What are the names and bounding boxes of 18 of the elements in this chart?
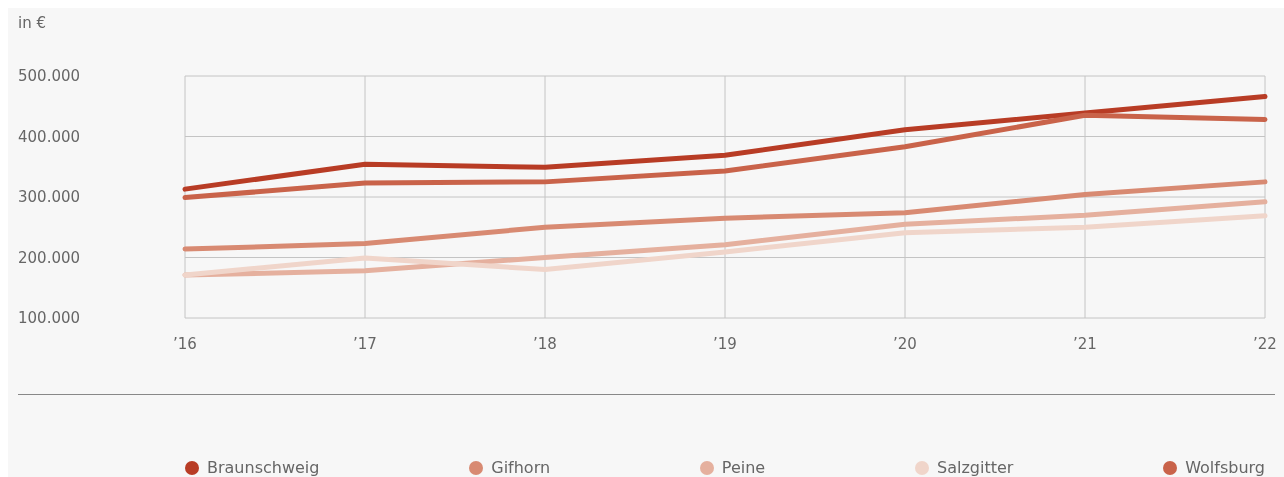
- y-tick-label: 500.000: [18, 67, 81, 85]
- legend-label: Gifhorn: [491, 458, 551, 477]
- x-tick-label: ’17: [353, 334, 377, 353]
- x-tick-label: ’22: [1253, 334, 1277, 353]
- legend-label: Peine: [721, 458, 766, 477]
- legend-label: Salzgitter: [937, 458, 1014, 477]
- x-tick-label: ’18: [533, 334, 557, 353]
- x-tick-label: ’19: [713, 334, 737, 353]
- legend-label: Braunschweig: [207, 458, 320, 477]
- x-tick-label: ’20: [893, 334, 917, 353]
- legend-label: Wolfsburg: [1185, 458, 1265, 477]
- y-tick-label: 200.000: [18, 248, 81, 267]
- y-tick-label: 400.000: [18, 127, 81, 146]
- y-axis-title: in €: [18, 14, 46, 32]
- x-tick-label: ’16: [173, 334, 197, 353]
- y-tick-label: 300.000: [18, 188, 81, 206]
- x-tick-label: ’21: [1073, 334, 1097, 353]
- y-tick-label: 100.000: [18, 309, 81, 327]
